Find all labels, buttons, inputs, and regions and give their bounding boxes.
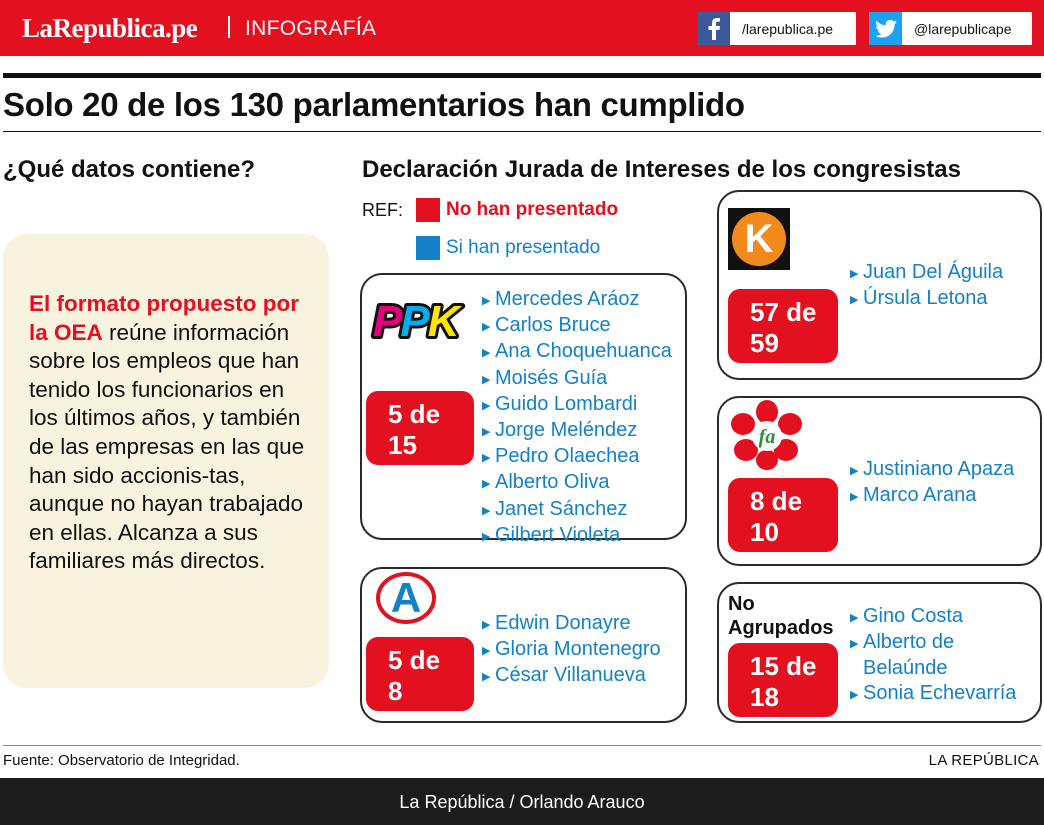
- fuerza-count-badge: 57 de 59: [728, 289, 838, 363]
- list-item: ▶ Gilbert Violeta: [482, 523, 621, 546]
- info-paragraph: El formato propuesto por la OEA reúne in…: [29, 290, 319, 576]
- twitter-link[interactable]: @larepublicape: [869, 12, 1032, 45]
- list-item: ▶ César Villanueva: [482, 664, 646, 687]
- legend-swatch-red: [416, 198, 440, 222]
- fuerza-count-line2: 59: [750, 328, 779, 358]
- list-item: ▶ Jorge Meléndez: [482, 419, 638, 442]
- no-agrupados-name-list: ▶ Gino Costa ▶ Alberto de Belaúnde ▶ Sonia …: [850, 604, 1016, 707]
- brand-divider: [228, 16, 230, 38]
- twitter-handle: @larepublicape: [902, 12, 1032, 45]
- ppk-count-badge: 5 de 15: [366, 391, 474, 465]
- list-item: ▶ Juan Del Águila: [850, 261, 1004, 283]
- ppk-name-list: ▶ Mercedes Aráoz ▶ Carlos Bruce ▶ Ana Choqu…: [482, 287, 672, 549]
- svg-text:fa: fa: [759, 426, 776, 448]
- twitter-icon: [869, 12, 902, 45]
- list-item: ▶ Ana Choquehuanca: [482, 340, 672, 363]
- info-body: reúne información sobre los empleos que …: [29, 319, 305, 574]
- no-agrupados-label: No Agrupados: [728, 592, 834, 640]
- no-agrupados-line2: Agrupados: [728, 617, 834, 639]
- legend-label-not-submitted: No han presentado: [446, 199, 619, 220]
- facebook-link[interactable]: /larepublica.pe: [697, 12, 856, 45]
- list-item: ▶ Gloria Montenegro: [482, 638, 661, 661]
- headline-top-rule: [3, 73, 1041, 78]
- facebook-handle: /larepublica.pe: [730, 12, 856, 45]
- no-agrupados-line1: No: [728, 593, 755, 615]
- brand-logo[interactable]: LaRepublica.pe: [22, 13, 198, 43]
- legend-swatch-blue: [416, 236, 440, 260]
- right-section-heading: Declaración Jurada de Intereses de los c…: [362, 156, 961, 183]
- bottom-byline-bar: La República / Orlando Arauco: [0, 778, 1044, 825]
- headline-bottom-rule: [3, 131, 1041, 132]
- no-agrupados-count-line1: 15 de: [750, 651, 817, 681]
- frente-count-line1: 8 de: [750, 486, 803, 516]
- fuerza-name-list: ▶ Juan Del Águila ▶ Úrsula Letona: [850, 260, 1003, 312]
- ppk-count-line2: 15: [388, 430, 417, 460]
- fuerza-logo: K: [728, 208, 790, 270]
- list-item: ▶ Úrsula Letona: [850, 287, 988, 310]
- ppk-count-line1: 5 de: [388, 399, 441, 429]
- list-item: ▶ Edwin Donayre: [482, 612, 631, 634]
- apra-name-list: ▶ Edwin Donayre ▶ Gloria Montenegro ▶ César…: [482, 611, 661, 690]
- list-item: ▶ Janet Sánchez: [482, 497, 628, 520]
- frente-logo: fa: [728, 400, 806, 470]
- left-section-heading: ¿Qué datos contiene?: [3, 156, 256, 183]
- list-item: ▶ Alberto de: [850, 631, 955, 654]
- apra-logo: A: [376, 572, 436, 624]
- ppk-logo: PPK PPK: [370, 294, 472, 352]
- source-note: Fuente: Observatorio de Integridad.: [3, 752, 240, 769]
- page-title: Solo 20 de los 130 parlamentarios han cu…: [3, 86, 745, 123]
- facebook-icon: [697, 12, 730, 45]
- byline: La República / Orlando Arauco: [399, 792, 645, 812]
- publisher-credit: LA REPÚBLICA: [928, 752, 1039, 769]
- footer-rule: [3, 745, 1041, 746]
- fuerza-count-line1: 57 de: [750, 297, 817, 327]
- no-agrupados-count-line2: 18: [750, 682, 779, 712]
- legend-label-submitted: Si han presentado: [446, 237, 601, 258]
- list-item: ▶ Justiniano Apaza: [850, 458, 1015, 480]
- apra-count-line1: 5 de: [388, 645, 441, 675]
- frente-name-list: ▶ Justiniano Apaza ▶ Marco Arana: [850, 457, 1014, 509]
- apra-count-line2: 8: [388, 676, 403, 706]
- frente-count-line2: 10: [750, 517, 779, 547]
- list-item: ▶ Sonia Echevarría: [850, 681, 1017, 704]
- section-label: INFOGRAFÍA: [245, 17, 377, 40]
- list-item: ▶ Moisés Guía: [482, 366, 608, 389]
- info-highlight: El formato propuesto por la OEA: [29, 291, 299, 345]
- frente-count-badge: 8 de 10: [728, 478, 838, 552]
- svg-text:PPK: PPK: [373, 297, 463, 342]
- no-agrupados-count-badge: 15 de 18: [728, 643, 838, 717]
- list-item: ▶ Marco Arana: [850, 484, 977, 507]
- top-header-bar: LaRepublica.pe INFOGRAFÍA /larepublica.p…: [0, 0, 1044, 56]
- list-item: ▶ Alberto Oliva: [482, 471, 610, 494]
- apra-count-badge: 5 de 8: [366, 637, 474, 711]
- svg-text:PPK: PPK: [373, 297, 463, 342]
- fuerza-logo-letter: K: [732, 212, 786, 266]
- list-item: ▶ Mercedes Aráoz: [482, 288, 640, 310]
- info-panel: El formato propuesto por la OEA reúne in…: [3, 234, 329, 688]
- list-item: ▶ Pedro Olaechea: [482, 445, 640, 468]
- legend-ref-label: REF:: [362, 200, 404, 220]
- list-item: ▶ Gino Costa: [850, 605, 964, 627]
- list-item: ▶ Guido Lombardi: [482, 392, 638, 415]
- list-item: Belaúnde: [863, 657, 948, 680]
- list-item: ▶ Carlos Bruce: [482, 314, 611, 337]
